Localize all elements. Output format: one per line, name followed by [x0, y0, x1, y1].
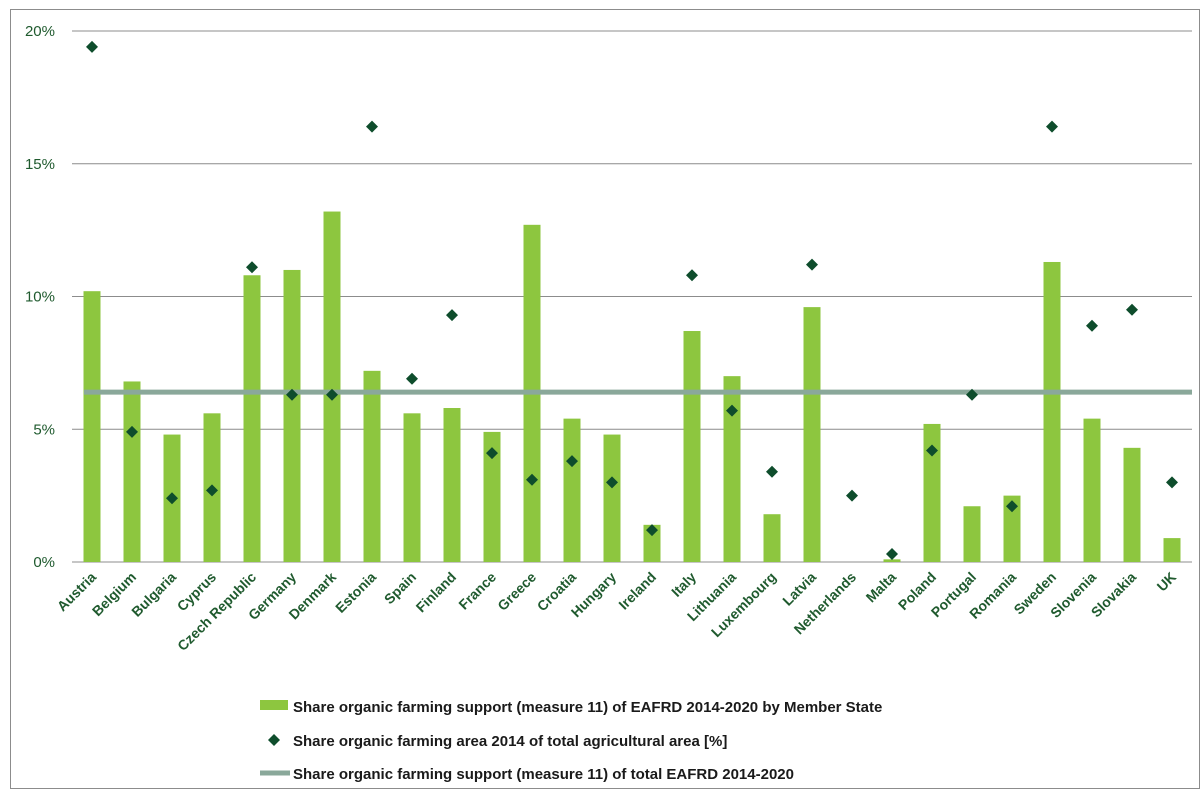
marker-point: [646, 524, 658, 537]
marker-point: [766, 465, 778, 478]
y-tick-label: 5%: [33, 421, 55, 438]
marker-point: [1126, 303, 1138, 316]
bar: [763, 514, 781, 562]
marker-point: [686, 269, 698, 282]
bar: [563, 418, 581, 562]
bar: [1083, 418, 1101, 562]
marker-point: [1006, 500, 1018, 513]
marker-point: [166, 492, 178, 505]
bar: [443, 408, 461, 562]
y-tick-label: 10%: [25, 289, 55, 306]
marker-point: [1086, 319, 1098, 332]
bar: [323, 211, 341, 563]
marker-point: [366, 120, 378, 133]
marker-point: [806, 258, 818, 271]
marker-point: [846, 489, 858, 502]
bar: [603, 434, 621, 562]
bar-series: [83, 211, 1181, 563]
marker-point: [726, 404, 738, 417]
bar: [1163, 538, 1181, 562]
bar: [243, 275, 261, 562]
bar: [123, 381, 141, 562]
category-label: UK: [1153, 569, 1179, 595]
y-axis-tick-labels: 0% 5% 10% 15% 20%: [25, 23, 55, 571]
category-label: Ireland: [615, 569, 659, 613]
marker-point: [126, 425, 138, 438]
marker-point: [206, 484, 218, 497]
category-label: Spain: [381, 569, 419, 607]
marker-point: [446, 309, 458, 322]
marker-point: [86, 40, 98, 53]
bar: [1043, 261, 1061, 562]
marker-point: [406, 372, 418, 385]
marker-series: [86, 40, 1178, 561]
legend-marker-swatch: [268, 734, 280, 746]
bar: [723, 376, 741, 562]
marker-point: [886, 548, 898, 561]
marker-point: [246, 261, 258, 274]
legend-label-line: Share organic farming support (measure 1…: [293, 766, 794, 783]
bar: [963, 506, 981, 562]
bar: [403, 413, 421, 562]
category-label: France: [455, 569, 499, 613]
bar: [483, 431, 501, 562]
marker-point: [326, 388, 338, 401]
marker-point: [1046, 120, 1058, 133]
legend-bar-swatch: [260, 700, 288, 710]
category-label: Finland: [413, 569, 460, 616]
marker-point: [966, 388, 978, 401]
bar: [363, 370, 381, 562]
marker-point: [926, 444, 938, 457]
chart-frame: [10, 9, 1200, 789]
category-label: Estonia: [332, 569, 379, 616]
marker-point: [606, 476, 618, 489]
marker-point: [486, 447, 498, 460]
y-tick-label: 20%: [25, 23, 55, 40]
category-label: Italy: [668, 569, 699, 600]
marker-point: [286, 388, 298, 401]
bar: [923, 423, 941, 562]
marker-point: [566, 455, 578, 468]
bar: [683, 331, 701, 562]
marker-point: [526, 473, 538, 486]
category-label: Bulgaria: [128, 569, 179, 620]
bar: [883, 559, 901, 562]
bar: [1123, 447, 1141, 562]
category-label: Malta: [862, 569, 899, 606]
gridlines: [72, 30, 1192, 563]
marker-point: [1166, 476, 1178, 489]
legend: Share organic farming support (measure 1…: [260, 699, 882, 783]
legend-label-marker: Share organic farming area 2014 of total…: [293, 733, 727, 750]
bar: [283, 269, 301, 562]
category-label: Greece: [494, 569, 539, 614]
bar: [643, 524, 661, 562]
legend-label-bar: Share organic farming support (measure 1…: [293, 699, 882, 716]
bar: [83, 291, 101, 562]
bar: [1003, 495, 1021, 562]
y-tick-label: 15%: [25, 156, 55, 173]
y-tick-label: 0%: [33, 554, 55, 571]
bar: [803, 307, 821, 562]
